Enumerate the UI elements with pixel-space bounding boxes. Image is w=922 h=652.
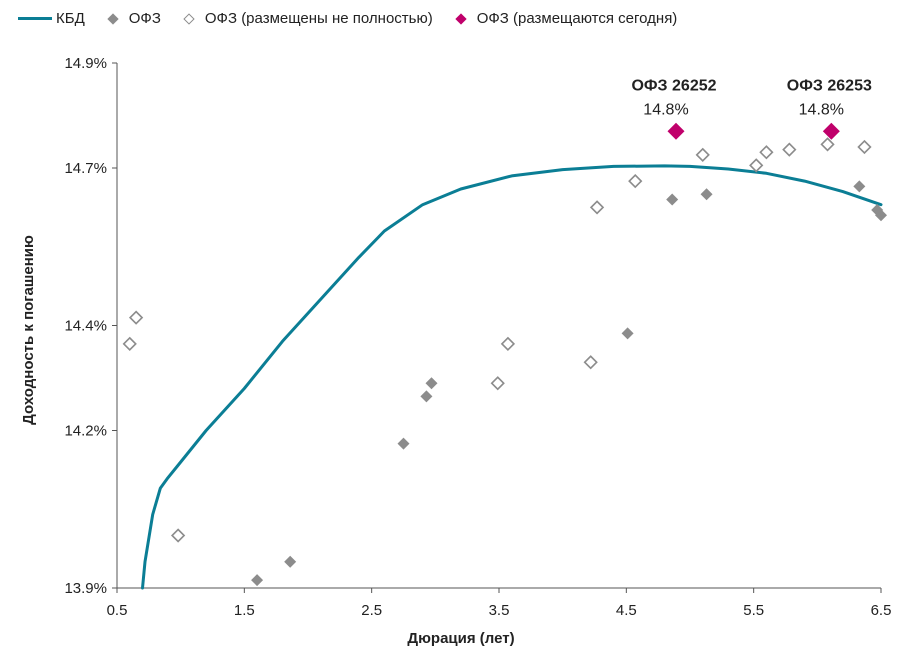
ofz-partial-point	[500, 336, 516, 352]
ofz-partial-point	[490, 376, 505, 391]
ofz-today-point	[822, 122, 840, 140]
ofz-point	[251, 574, 264, 587]
ofz-partial-point	[628, 173, 643, 189]
y-tick-label: 13.9%	[64, 580, 107, 597]
ofz-partial-point	[170, 528, 186, 543]
ofz-partial-point	[749, 158, 764, 173]
y-tick-label: 14.9%	[64, 55, 107, 72]
x-tick-label: 0.5	[107, 602, 128, 619]
legend-item-ofz-partial: ОФЗ (размещены не полностью)	[179, 10, 433, 27]
legend-label-kbd: КБД	[56, 10, 85, 27]
x-tick-label: 1.5	[234, 602, 255, 619]
legend-item-kbd: КБД	[18, 10, 85, 27]
ofz-point	[284, 555, 297, 568]
legend-item-ofz-today: ОФЗ (размещаются сегодня)	[451, 10, 678, 27]
ofz-point	[397, 437, 410, 450]
x-tick-label: 3.5	[489, 602, 510, 619]
legend-label-ofz-today: ОФЗ (размещаются сегодня)	[476, 10, 678, 27]
ofz-point	[875, 209, 887, 222]
annotation-value: 14.8%	[643, 101, 688, 118]
ofz-partial-point	[820, 137, 835, 152]
ofz-partial-point	[583, 355, 598, 370]
ofz-partial-point	[782, 142, 797, 157]
legend-label-ofz: ОФЗ	[128, 10, 161, 27]
x-axis-title: Дюрация (лет)	[407, 630, 515, 647]
chart-legend: КБД ОФЗ ОФЗ (размещены не полностью) ОФЗ…	[18, 10, 695, 27]
ofz-point	[420, 390, 433, 403]
ofz-point	[621, 327, 634, 340]
y-tick-label: 14.7%	[64, 160, 107, 177]
ofz-partial-point	[695, 147, 710, 163]
ofz-point	[666, 193, 679, 206]
x-tick-label: 4.5	[616, 602, 637, 619]
legend-item-ofz: ОФЗ	[103, 10, 161, 27]
x-tick-label: 2.5	[361, 602, 382, 619]
x-tick-label: 6.5	[871, 602, 892, 619]
ofz-partial-point	[122, 336, 137, 352]
ofz-today-point	[667, 122, 685, 140]
ofz-partial-point	[759, 145, 774, 160]
ofz-point	[425, 377, 438, 390]
y-tick-label: 14.2%	[64, 423, 107, 440]
legend-label-ofz-partial: ОФЗ (размещены не полностью)	[204, 10, 433, 27]
x-tick-label: 5.5	[743, 602, 764, 619]
y-axis-title: Доходность к погашению	[20, 235, 37, 425]
y-tick-label: 14.4%	[64, 318, 107, 335]
ofz-point	[853, 180, 866, 193]
annotation-value: 14.8%	[799, 101, 844, 118]
ofz-point	[700, 188, 713, 201]
kbd-curve-line	[141, 164, 883, 590]
legend-swatch-kbd	[18, 17, 52, 20]
annotation-title: ОФЗ 26253	[787, 77, 872, 94]
annotation-title: ОФЗ 26252	[631, 77, 716, 94]
ofz-partial-point	[857, 139, 872, 155]
ofz-partial-point	[589, 200, 605, 215]
ofz-partial-point	[128, 310, 144, 325]
